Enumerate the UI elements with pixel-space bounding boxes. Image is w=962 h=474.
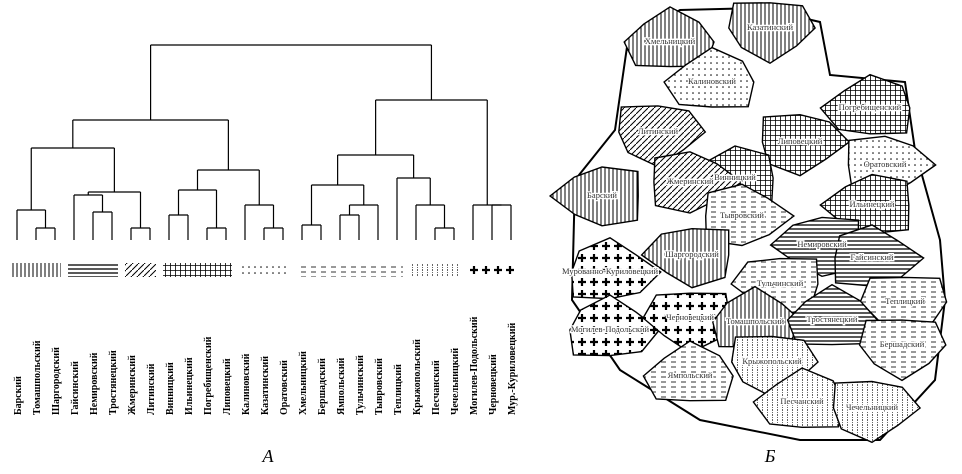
leaf-label: Тульчинский <box>355 355 366 415</box>
region-label: Ильинецкий <box>850 199 895 209</box>
cluster-pattern <box>125 263 156 277</box>
region-label: Черновецкий <box>666 312 714 322</box>
leaf-label: Теплицкий <box>393 364 404 415</box>
region-label: Тульчинский <box>757 278 804 288</box>
cluster-pattern <box>68 263 118 277</box>
cluster-patterns <box>11 263 517 277</box>
region-label: Калиновский <box>688 76 736 86</box>
region-label: Литинский <box>638 126 679 136</box>
leaf-label: Тростянецкий <box>108 350 119 415</box>
leaf-label: Немировский <box>89 352 100 415</box>
region-label: Могилев-Подольский <box>571 324 650 334</box>
leaf-label: Гайсинский <box>70 361 81 415</box>
region-label: Оратовский <box>864 159 907 169</box>
region-label: Тростянецкий <box>807 314 858 324</box>
caption-b: Б <box>764 446 776 466</box>
cluster-pattern <box>11 263 61 277</box>
leaf-label: Песчанский <box>431 360 442 415</box>
region-label: Шаргородский <box>665 249 719 259</box>
region-label: Хмельницкий <box>645 36 696 46</box>
leaf-label: Казатинский <box>260 356 271 415</box>
region-label: Бершадский <box>880 339 925 349</box>
region-label: Казатинский <box>747 22 794 32</box>
leaf-label: Мур.-Куриловецкий <box>507 322 518 415</box>
region-label: Тывровский <box>720 210 764 220</box>
region-label: Теплицкий <box>885 296 925 306</box>
figure: Барский Томашпольский Шаргородский Гайсинск… <box>0 0 962 474</box>
cluster-pattern <box>239 263 289 277</box>
region-label: Томашпольский <box>726 316 785 326</box>
cluster-pattern <box>296 263 403 277</box>
region-label: Гайсинский <box>851 252 894 262</box>
leaf-label: Винницкий <box>165 362 176 415</box>
leaf-label: Калиновский <box>241 353 252 415</box>
leaf-label: Бершадский <box>317 358 328 415</box>
leaf-label: Крыжопольский <box>412 339 423 415</box>
leaf-label: Шаргородский <box>51 347 62 415</box>
region-label: Липовецкий <box>778 136 823 146</box>
leaf-label: Оратовский <box>279 360 290 415</box>
leaf-label: Липовецкий <box>222 358 233 415</box>
region-label: Винницкий <box>714 172 756 182</box>
leaf-label: Погребищенский <box>203 336 214 415</box>
leaf-label: Ильинецкий <box>184 357 195 415</box>
leaf-label: Чечельницкий <box>450 348 461 415</box>
leaf-label: Барский <box>13 376 24 415</box>
region-label: Немировский <box>797 239 847 249</box>
cluster-pattern <box>467 263 517 277</box>
caption-a: А <box>262 446 275 466</box>
leaf-labels: Барский Томашпольский Шаргородский Гайсинск… <box>13 316 518 415</box>
cluster-pattern <box>163 263 232 277</box>
region-label: Жмеринский <box>666 176 714 186</box>
region-label: Чечельницкий <box>846 402 899 412</box>
leaf-label: Хмельницкий <box>298 351 309 415</box>
leaf-label: Литинский <box>146 363 157 415</box>
region-label: Барский <box>587 190 617 200</box>
leaf-label: Тывровский <box>374 358 385 415</box>
region-label: Песчанский <box>780 396 824 406</box>
region-label: Ямпольский <box>668 370 713 380</box>
leaf-label: Черновецкий <box>488 354 499 415</box>
region-label: Погребищенский <box>839 102 902 112</box>
leaf-label: Ямпольский <box>336 357 347 415</box>
leaf-label: Могилев-Подольский <box>469 316 480 415</box>
region-label: Крыжопольский <box>742 356 802 366</box>
leaf-label: Томашпольский <box>32 340 43 415</box>
region-label: Мурованно-Куриловецкий <box>562 266 658 276</box>
leaf-label: Жмеринский <box>127 355 138 415</box>
dendrogram <box>17 45 511 240</box>
cluster-pattern <box>410 263 460 277</box>
